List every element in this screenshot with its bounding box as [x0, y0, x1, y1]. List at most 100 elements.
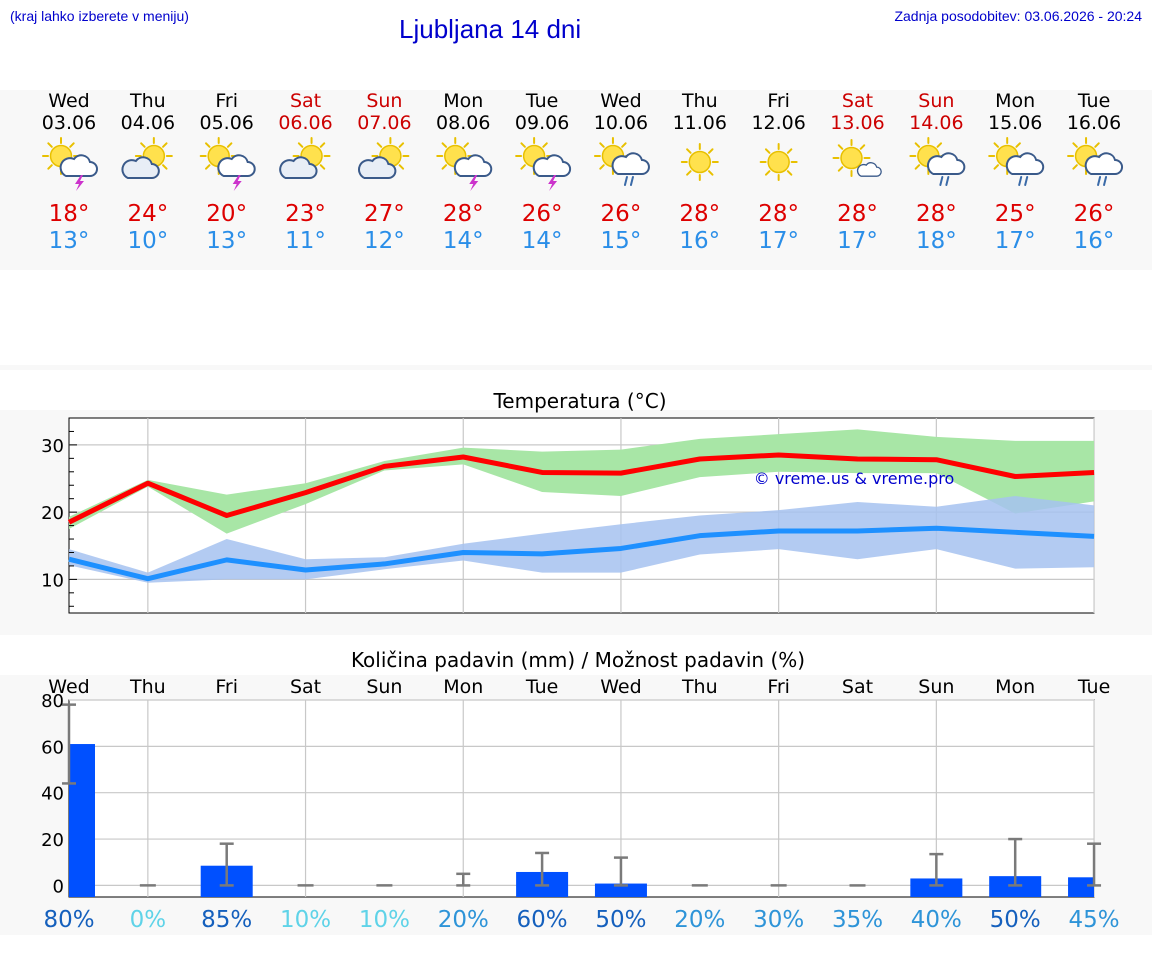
min-temperature: 13° — [49, 228, 90, 254]
sun-cloud-thunder-icon — [437, 138, 491, 191]
day-of-week: Wed — [48, 90, 89, 112]
day-date: 13.06 — [830, 112, 884, 134]
precipitation-ytick-label: 40 — [41, 784, 64, 805]
day-date: 12.06 — [751, 112, 805, 134]
max-temperature: 28° — [758, 201, 799, 227]
precipitation-day-label: Sun — [366, 676, 402, 698]
precipitation-probability: 10% — [359, 907, 410, 933]
day-date: 07.06 — [357, 112, 411, 134]
max-temperature: 26° — [1074, 201, 1115, 227]
day-of-week: Tue — [525, 90, 558, 112]
min-temperature: 18° — [916, 228, 957, 254]
precipitation-day-label: Sun — [918, 676, 954, 698]
day-date: 14.06 — [909, 112, 963, 134]
day-date: 15.06 — [988, 112, 1042, 134]
precipitation-error-bar — [613, 856, 628, 887]
precipitation-day-label: Wed — [48, 676, 89, 698]
precipitation-probability: 30% — [753, 907, 804, 933]
max-temperature: 28° — [837, 201, 878, 227]
min-temperature: 17° — [837, 228, 878, 254]
precipitation-bar — [1068, 877, 1094, 897]
precipitation-error-bar — [62, 703, 76, 785]
min-temperature: 14° — [443, 228, 484, 254]
day-of-week: Sun — [366, 90, 402, 112]
precipitation-probability: 20% — [674, 907, 725, 933]
precipitation-day-label: Wed — [600, 676, 641, 698]
day-of-week: Fri — [767, 90, 790, 112]
day-date: 03.06 — [42, 112, 96, 134]
max-temperature-range-band — [69, 429, 1095, 534]
precipitation-day-label: Thu — [129, 676, 166, 698]
min-temperature-line — [68, 525, 1095, 582]
sun-cloud-icon — [359, 138, 408, 178]
day-date: 11.06 — [673, 112, 727, 134]
day-of-week: Mon — [443, 90, 483, 112]
min-temperature: 17° — [995, 228, 1036, 254]
precipitation-day-label: Mon — [443, 676, 483, 698]
precipitation-probability: 10% — [280, 907, 331, 933]
precipitation-probability: 45% — [1068, 907, 1119, 933]
sun-cloud-icon — [280, 138, 329, 178]
temperature-chart: Temperatura (°C) 10 20 30 © vreme.us & vre… — [41, 389, 1095, 614]
temperature-chart-title: Temperatura (°C) — [492, 389, 666, 413]
sun-cloud-rain-icon — [910, 138, 964, 185]
day-of-week: Thu — [129, 90, 166, 112]
precipitation-error-bar — [929, 852, 944, 887]
max-temperature: 26° — [522, 201, 563, 227]
precipitation-ytick-label: 80 — [41, 691, 64, 712]
max-temperature: 27° — [364, 201, 405, 227]
precipitation-probability: 80% — [43, 907, 94, 933]
precipitation-probability: 0% — [130, 907, 167, 933]
max-temperature: 28° — [916, 201, 957, 227]
sun-icon — [682, 144, 718, 180]
sun-cloud-icon — [122, 138, 171, 178]
sun-cloud-thunder-icon — [516, 138, 570, 191]
day-date: 08.06 — [436, 112, 490, 134]
last-updated: Zadnja posodobitev: 03.06.2026 - 20:24 — [894, 8, 1142, 24]
min-temperature: 12° — [364, 228, 405, 254]
min-temperature: 10° — [127, 228, 168, 254]
precipitation-day-label: Fri — [215, 676, 238, 698]
precipitation-error-bar — [456, 872, 471, 887]
day-of-week: Mon — [995, 90, 1035, 112]
max-temperature: 28° — [443, 201, 484, 227]
day-of-week: Thu — [681, 90, 718, 112]
page-title: Ljubljana 14 dni — [399, 14, 582, 44]
temperature-ytick-label: 10 — [41, 570, 64, 591]
precipitation-bar — [69, 744, 95, 897]
forecast-days: Wed03.0618°13°Thu04.0624°10°Fri05.0620°1… — [42, 90, 1122, 254]
precipitation-error-bar — [219, 842, 234, 887]
max-temperature: 20° — [206, 201, 247, 227]
precipitation-day-label: Mon — [995, 676, 1035, 698]
precipitation-day-label: Sat — [290, 676, 321, 698]
day-date: 04.06 — [121, 112, 175, 134]
precipitation-ytick-label: 20 — [41, 830, 64, 851]
precipitation-probability: 85% — [201, 907, 252, 933]
precipitation-bar — [594, 883, 647, 897]
min-temperature: 13° — [206, 228, 247, 254]
sun-cloud-thunder-icon — [43, 138, 97, 191]
day-date: 05.06 — [199, 112, 253, 134]
min-temperature-range-band — [69, 496, 1095, 583]
day-of-week: Fri — [215, 90, 238, 112]
sun-cloud-thunder-icon — [201, 138, 255, 191]
precipitation-day-label: Fri — [767, 676, 790, 698]
max-temperature: 23° — [285, 201, 326, 227]
max-temperature: 24° — [127, 201, 168, 227]
sun-cloud-rain-icon — [989, 138, 1043, 185]
precipitation-ytick-label: 0 — [53, 876, 64, 897]
precipitation-error-bar — [535, 851, 550, 887]
